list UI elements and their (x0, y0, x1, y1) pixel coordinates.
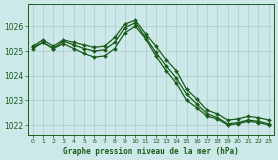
X-axis label: Graphe pression niveau de la mer (hPa): Graphe pression niveau de la mer (hPa) (63, 147, 239, 156)
